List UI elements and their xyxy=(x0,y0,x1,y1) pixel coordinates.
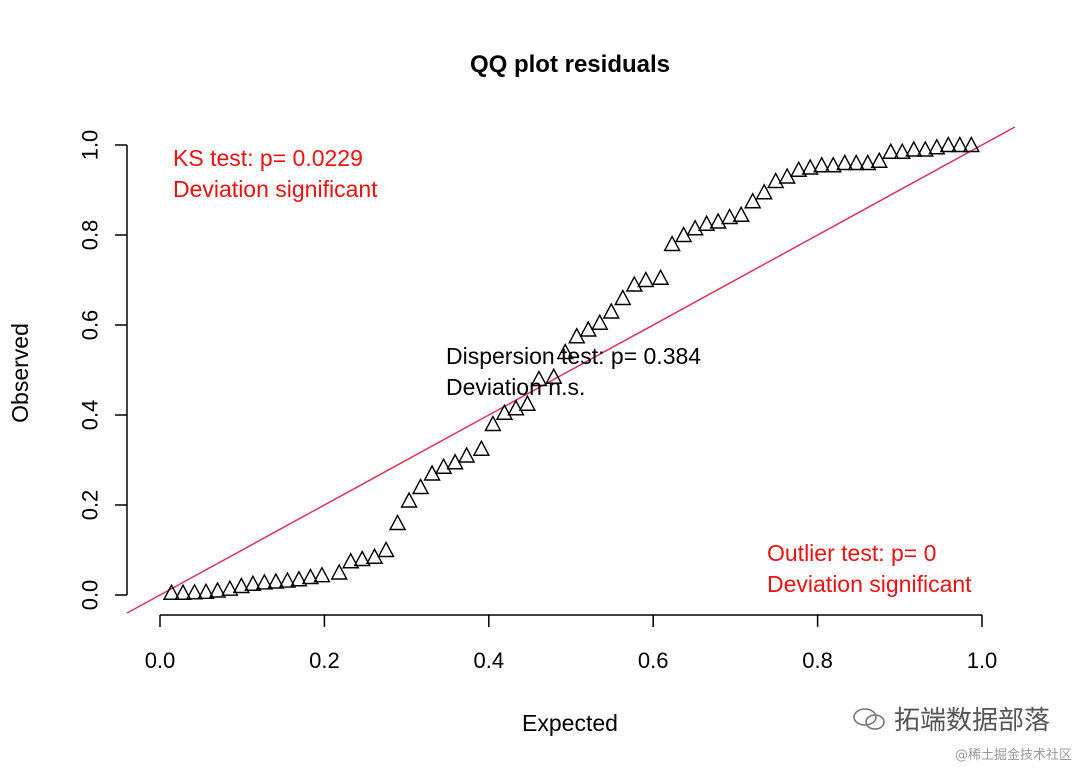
chart-title: QQ plot residuals xyxy=(470,51,670,78)
data-point xyxy=(232,577,251,594)
data-point xyxy=(591,313,609,330)
data-point xyxy=(962,136,980,153)
x-tick-label: 0.2 xyxy=(309,648,340,673)
data-point xyxy=(602,302,620,319)
data-point xyxy=(663,235,681,252)
watermark-sub: @稀土掘金技术社区 xyxy=(954,748,1072,763)
data-point xyxy=(697,214,716,231)
data-point xyxy=(255,573,274,590)
data-point xyxy=(495,403,514,420)
data-point xyxy=(290,570,308,587)
dispersion-deviation-annotation: Deviation n.s. xyxy=(446,374,585,400)
y-tick-label: 0.4 xyxy=(78,400,103,431)
data-point xyxy=(824,156,842,173)
data-point xyxy=(377,541,395,558)
data-point xyxy=(755,183,773,200)
data-point xyxy=(162,583,181,600)
watermark: 拓端数据部落 xyxy=(852,700,1050,737)
data-point xyxy=(651,268,670,285)
data-point xyxy=(221,579,239,596)
data-point xyxy=(939,136,957,153)
data-point xyxy=(174,583,192,600)
ks-test-annotation: KS test: p= 0.0229 xyxy=(173,145,363,171)
data-point xyxy=(720,208,739,225)
data-point xyxy=(330,563,348,580)
data-point xyxy=(353,550,371,567)
data-point xyxy=(267,572,285,589)
x-tick-label: 0.8 xyxy=(802,648,833,673)
data-point xyxy=(951,136,969,153)
data-point xyxy=(518,394,537,411)
data-point xyxy=(709,212,727,229)
x-tick-label: 0.0 xyxy=(145,648,176,673)
wechat-icon xyxy=(853,707,885,730)
data-point xyxy=(197,582,215,600)
data-points xyxy=(162,136,980,600)
data-point xyxy=(530,370,548,387)
outlier-test-annotation: Outlier test: p= 0 xyxy=(767,540,936,566)
data-point xyxy=(916,140,934,157)
data-point xyxy=(905,140,923,157)
data-point xyxy=(801,158,819,175)
data-point xyxy=(928,138,946,155)
y-tick-label: 0.8 xyxy=(78,220,103,251)
data-point xyxy=(434,457,453,474)
dispersion-test-annotation: Dispersion test: p= 0.384 xyxy=(446,343,701,369)
y-tick-label: 0.6 xyxy=(78,310,103,341)
data-point xyxy=(859,154,877,171)
x-tick-label: 0.4 xyxy=(474,648,505,673)
data-point xyxy=(507,399,525,416)
data-point xyxy=(836,154,854,171)
data-point xyxy=(637,271,655,288)
data-point xyxy=(813,156,831,173)
data-point xyxy=(457,446,476,463)
data-point xyxy=(732,205,750,222)
y-axis-label: Observed xyxy=(7,323,33,423)
x-tick-label: 0.6 xyxy=(638,648,669,673)
data-point xyxy=(847,154,865,171)
data-point xyxy=(767,172,785,189)
data-point xyxy=(208,581,227,598)
data-point xyxy=(686,219,704,236)
y-tick-label: 0.2 xyxy=(78,490,103,521)
data-point xyxy=(411,478,430,495)
data-point xyxy=(614,289,632,306)
data-point xyxy=(882,142,900,159)
x-tick-label: 1.0 xyxy=(967,648,998,673)
data-point xyxy=(743,192,762,209)
data-point xyxy=(870,151,888,168)
data-point xyxy=(185,583,204,600)
axes: 0.0 0.2 0.4 0.6 0.8 1.0 0.0 0.2 0.4 0.6 0.8 1.0 xyxy=(78,130,998,673)
data-point xyxy=(301,568,320,585)
data-point xyxy=(472,439,491,456)
data-point xyxy=(342,552,360,569)
data-point xyxy=(545,367,563,384)
data-point xyxy=(625,275,643,292)
data-point xyxy=(400,491,418,508)
data-point xyxy=(790,160,808,177)
watermark-text: 拓端数据部落 xyxy=(893,706,1050,736)
x-axis-label: Expected xyxy=(522,710,618,736)
data-point xyxy=(388,514,407,531)
data-point xyxy=(244,574,262,591)
data-point xyxy=(893,142,911,159)
data-point xyxy=(556,343,574,360)
data-point xyxy=(278,571,297,588)
ks-deviation-annotation: Deviation significant xyxy=(173,176,378,202)
data-point xyxy=(313,566,331,583)
data-point xyxy=(484,415,502,432)
outlier-deviation-annotation: Deviation significant xyxy=(767,571,972,597)
reference-line xyxy=(126,126,1016,614)
y-tick-label: 1.0 xyxy=(78,130,103,161)
y-tick-label: 0.0 xyxy=(78,580,103,611)
